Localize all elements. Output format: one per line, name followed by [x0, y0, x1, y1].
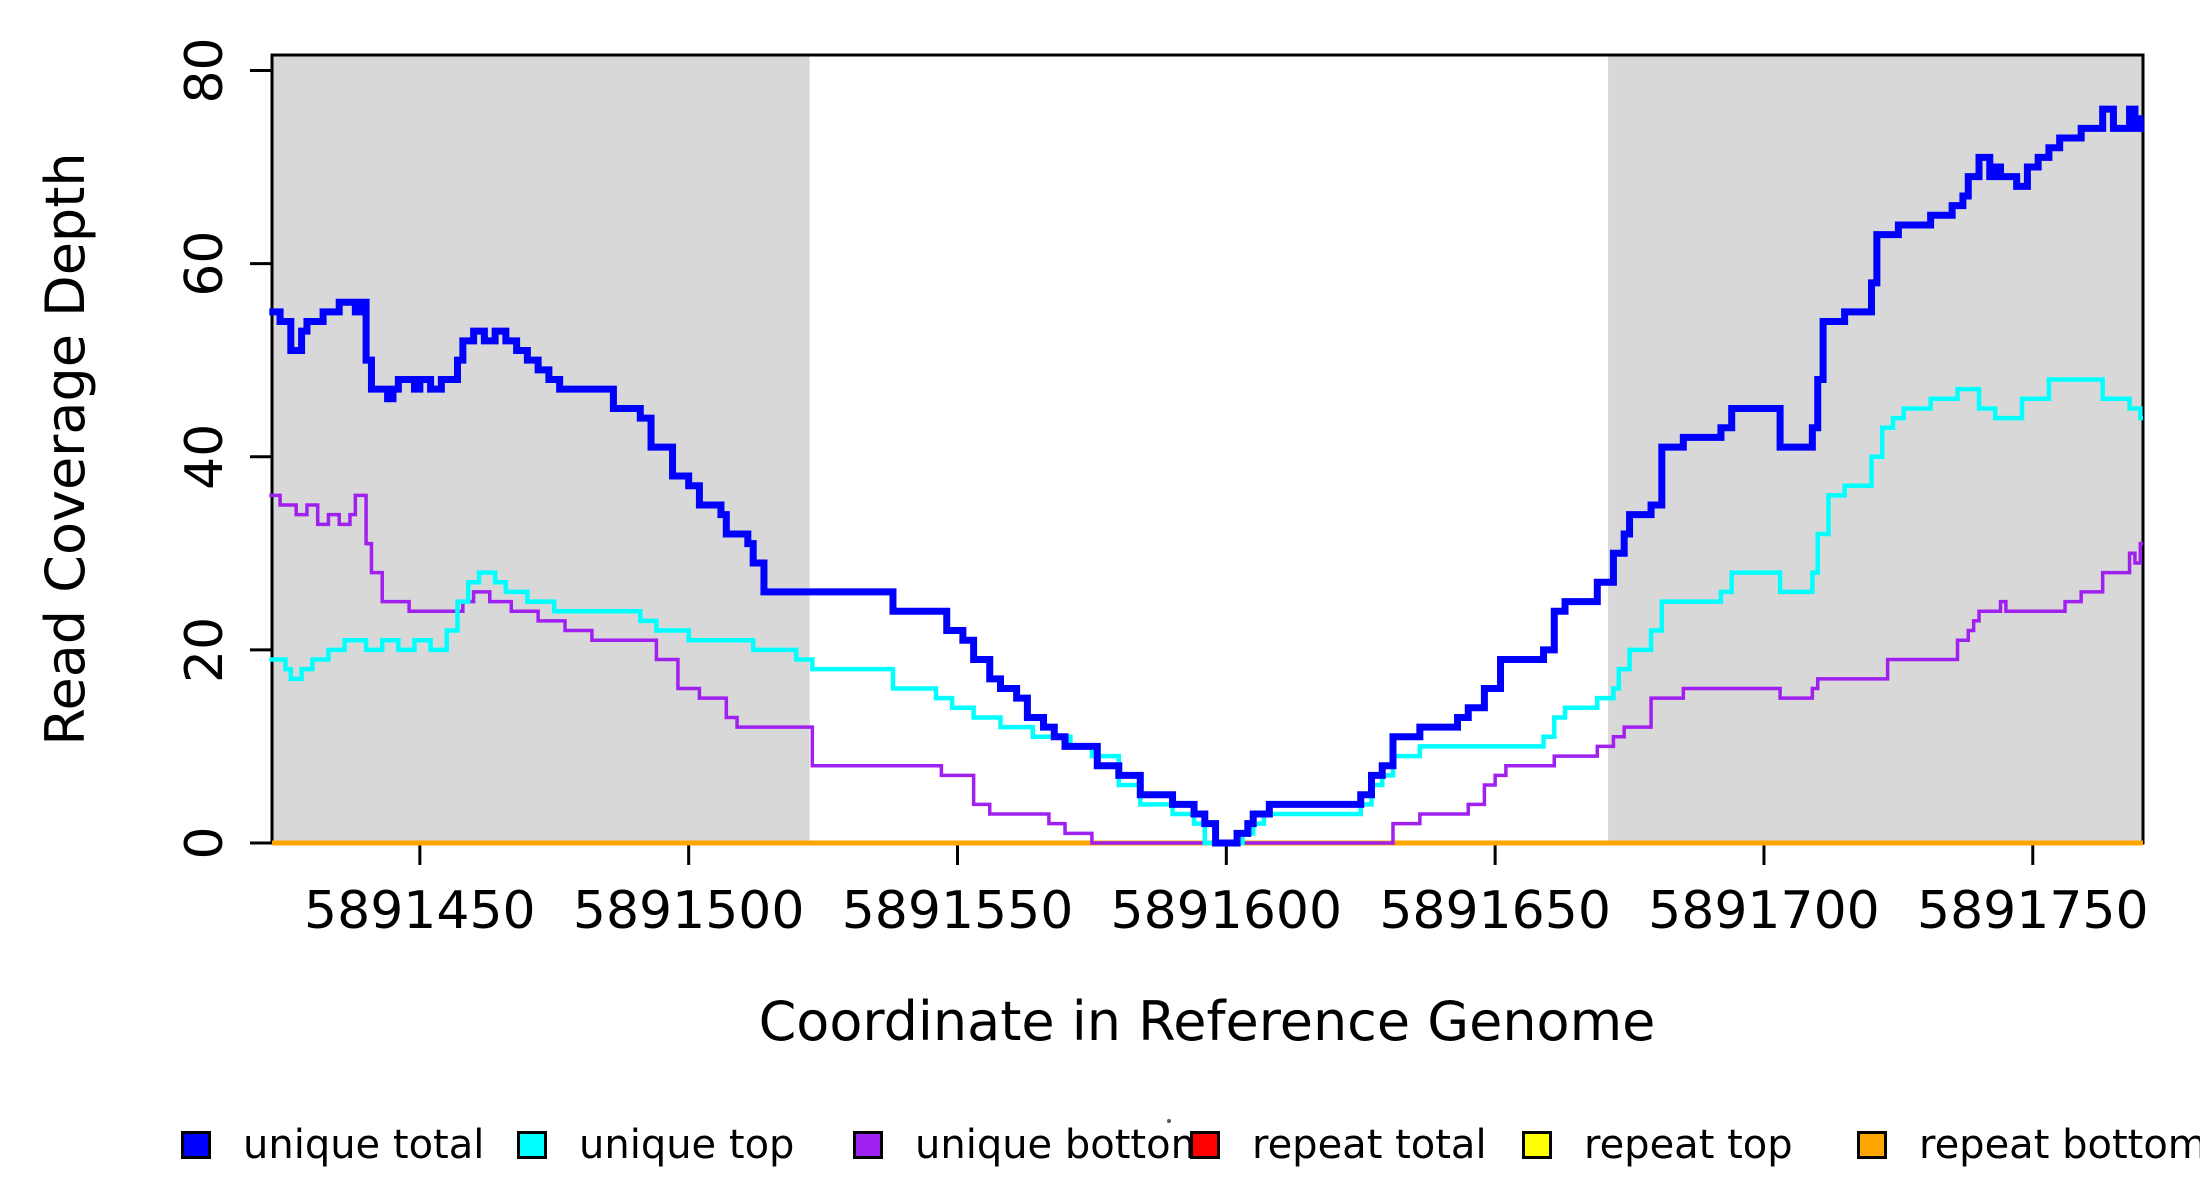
- x-tick-label: 5891750: [1917, 881, 2149, 941]
- y-tick-label: 60: [175, 231, 235, 297]
- x-tick-label: 5891600: [1111, 881, 1343, 941]
- series-line-unique-bottom: [269, 493, 2143, 845]
- left-gray-band: [272, 55, 810, 843]
- axes-layer: 5891450 5891500 5891550 5891600 5891650 58917…: [175, 37, 2149, 941]
- x-tick-label: 5891500: [573, 881, 805, 941]
- y-tick-label: 20: [175, 617, 235, 683]
- shaded-regions-layer: [272, 55, 2143, 843]
- right-gray-band: [1608, 55, 2143, 843]
- x-tick-label: 5891650: [1379, 881, 1611, 941]
- series-layer: [269, 105, 2144, 847]
- x-tick-label: 5891450: [304, 881, 536, 941]
- y-axis-title: Read Coverage Depth: [34, 152, 97, 745]
- series-line-unique-total: [269, 105, 2144, 847]
- y-tick-label: 0: [175, 826, 235, 859]
- y-tick-label: 80: [175, 37, 235, 103]
- x-axis-title: Coordinate in Reference Genome: [759, 990, 1656, 1053]
- series-line-unique-top: [269, 377, 2143, 846]
- x-tick-label: 5891550: [842, 881, 1074, 941]
- x-tick-label: 5891700: [1648, 881, 1880, 941]
- y-tick-label: 40: [175, 424, 235, 490]
